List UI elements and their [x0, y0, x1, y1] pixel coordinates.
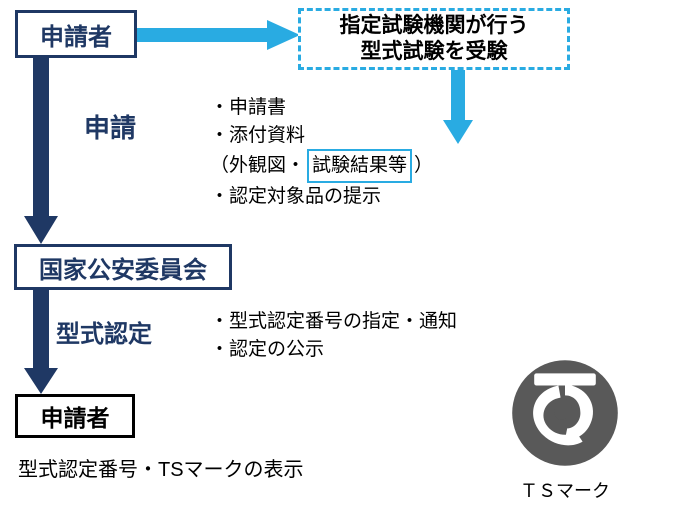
bullet-item: ・申請書 — [210, 94, 433, 122]
node-exam: 指定試験機関が行う 型式試験を受験 — [298, 8, 570, 70]
bullets-certify: ・型式認定番号の指定・通知 ・認定の公示 — [210, 308, 457, 363]
text: 型式認定番号・TSマークの表示 — [18, 459, 304, 481]
bullet-prefix: （外観図・ — [210, 152, 305, 180]
label-text: 型式認定 — [56, 321, 152, 348]
arrow-top-horizontal — [137, 20, 302, 50]
edge-label-certify: 型式認定 — [56, 314, 152, 349]
bullet-row: （外観図・ 試験結果等 ） — [210, 149, 433, 183]
ts-mark: ＴＳマーク — [500, 358, 630, 503]
bullet-item: ・型式認定番号の指定・通知 — [210, 308, 457, 336]
node-label: 国家公安委員会 — [39, 250, 207, 285]
arrow-left-down-1 — [24, 58, 58, 246]
label-text: 申請 — [84, 113, 136, 143]
exam-line1: 指定試験機関が行う — [340, 13, 529, 39]
result-label: 試験結果等 — [312, 152, 407, 180]
bullet-item: ・添付資料 — [210, 122, 433, 150]
node-applicant-bottom: 申請者 — [15, 394, 135, 438]
paren-close: ） — [414, 152, 433, 180]
bullet-item: ・認定の公示 — [210, 336, 457, 364]
node-committee: 国家公安委員会 — [14, 244, 232, 290]
arrow-exam-down — [443, 70, 473, 146]
node-label: 申請者 — [41, 399, 110, 433]
ts-mark-label: ＴＳマーク — [500, 477, 630, 503]
node-result: 試験結果等 — [307, 149, 412, 183]
edge-label-apply: 申請 — [84, 108, 136, 145]
bullets-apply: ・申請書 ・添付資料 （外観図・ 試験結果等 ） ・認定対象品の提示 — [210, 94, 433, 210]
node-applicant-top: 申請者 — [15, 10, 137, 58]
bottom-text: 型式認定番号・TSマークの表示 — [18, 453, 304, 482]
arrow-left-down-2 — [24, 290, 58, 396]
bullet-item: ・認定対象品の提示 — [210, 183, 433, 211]
exam-line2: 型式試験を受験 — [361, 39, 508, 65]
ts-mark-icon — [510, 358, 620, 468]
node-label: 申請者 — [40, 17, 112, 52]
